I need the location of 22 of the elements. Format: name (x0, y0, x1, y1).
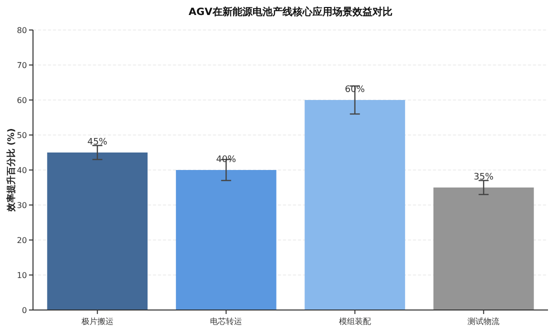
y-tick-label: 10 (16, 271, 27, 280)
bar (433, 188, 534, 310)
x-tick-label: 模组装配 (338, 317, 371, 326)
x-tick-label: 极片搬运 (80, 317, 114, 326)
y-axis-title: 效率提升百分比 (%) (6, 128, 17, 213)
bar (176, 170, 276, 310)
y-tick-label: 40 (16, 166, 27, 175)
x-tick-label: 电芯转运 (210, 317, 242, 326)
y-tick-label: 70 (16, 61, 27, 70)
y-tick-label: 0 (22, 306, 27, 315)
chart-title: AGV在新能源电池产线核心应用场景效益对比 (188, 6, 392, 18)
y-tick-label: 20 (16, 236, 27, 245)
bar (304, 100, 406, 310)
data-label: 35% (474, 172, 494, 182)
data-label: 40% (216, 155, 237, 165)
y-tick-label: 50 (16, 131, 27, 140)
data-label: 45% (87, 138, 108, 148)
y-tick-label: 80 (16, 26, 27, 35)
x-tick-label: 测试物流 (468, 317, 500, 326)
y-tick-label: 60 (16, 96, 27, 105)
bar (47, 152, 148, 310)
y-tick-label: 30 (16, 201, 27, 210)
